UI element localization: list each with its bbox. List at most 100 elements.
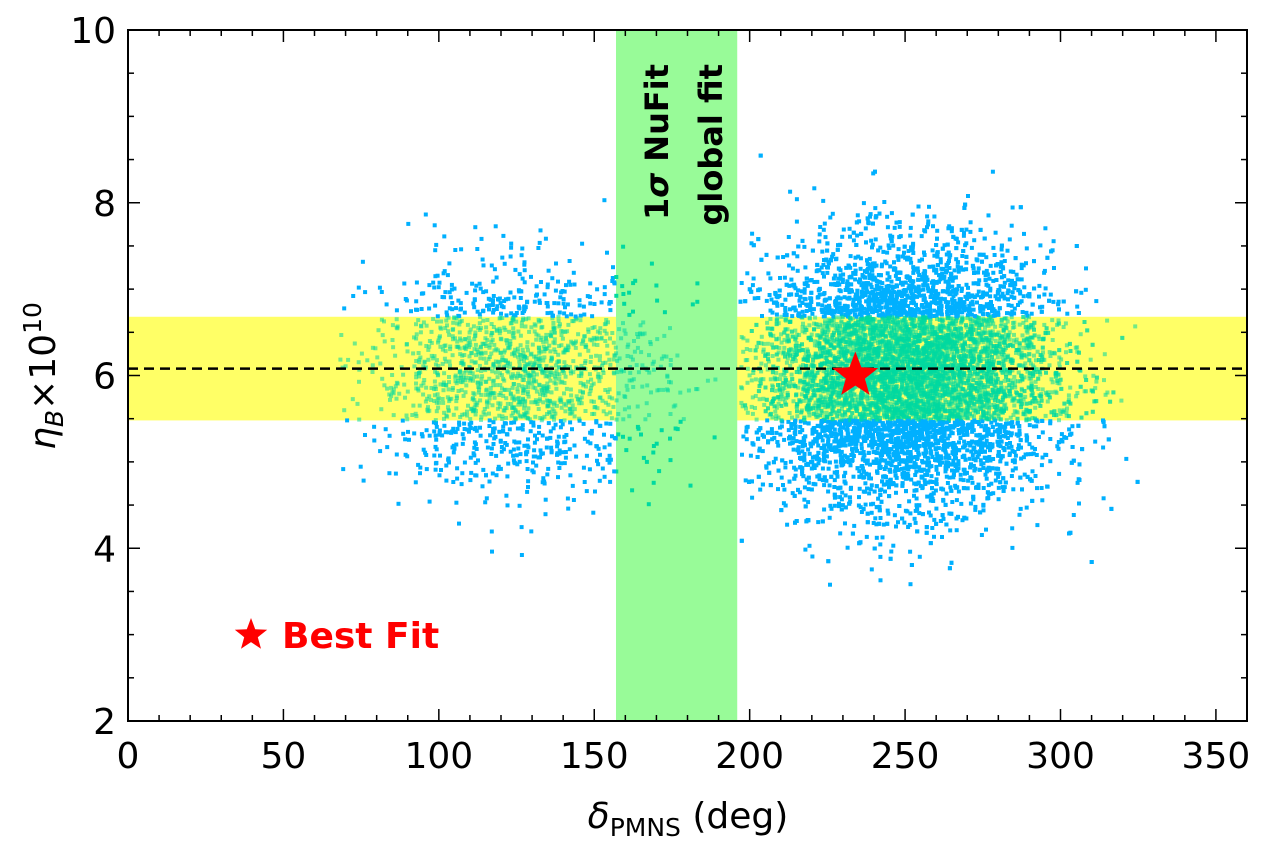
scatter-point xyxy=(934,464,939,469)
scatter-point xyxy=(783,382,788,386)
scatter-point xyxy=(827,364,832,369)
scatter-point xyxy=(878,245,883,250)
scatter-point xyxy=(970,318,975,323)
scatter-point xyxy=(913,520,918,525)
scatter-point xyxy=(821,380,826,385)
scatter-point xyxy=(885,285,889,290)
scatter-point xyxy=(820,466,825,471)
scatter-point xyxy=(940,271,945,276)
scatter-point xyxy=(935,309,940,314)
scatter-point xyxy=(975,341,980,346)
scatter-point xyxy=(922,354,927,359)
scatter-point xyxy=(739,281,744,285)
scatter-point xyxy=(822,507,827,512)
scatter-point xyxy=(904,462,909,467)
scatter-point xyxy=(917,438,922,443)
scatter-point xyxy=(1040,430,1045,435)
scatter-point xyxy=(754,417,759,422)
scatter-point xyxy=(1067,427,1072,432)
scatter-point xyxy=(1004,418,1009,423)
scatter-point xyxy=(1033,400,1038,405)
scatter-point xyxy=(855,329,860,334)
scatter-point xyxy=(999,321,1004,326)
scatter-point xyxy=(1033,405,1038,410)
scatter-point xyxy=(918,293,922,298)
scatter-point xyxy=(851,300,856,305)
scatter-point xyxy=(1033,474,1038,478)
scatter-point xyxy=(896,520,900,525)
scatter-point xyxy=(982,426,987,431)
scatter-point xyxy=(1050,327,1055,332)
scatter-point xyxy=(990,370,994,375)
scatter-point xyxy=(1047,363,1052,368)
scatter-point xyxy=(988,288,993,293)
scatter-point xyxy=(834,322,839,326)
scatter-point xyxy=(779,332,784,337)
scatter-point xyxy=(1005,394,1010,399)
scatter-point xyxy=(1056,318,1061,323)
scatter-point xyxy=(894,328,899,333)
scatter-point xyxy=(921,404,926,409)
scatter-point xyxy=(1075,391,1080,395)
scatter-point xyxy=(765,341,770,346)
scatter-point xyxy=(949,229,954,234)
scatter-point xyxy=(985,458,990,463)
scatter-point xyxy=(926,286,930,291)
scatter-point xyxy=(999,247,1004,252)
scatter-point xyxy=(996,416,1001,421)
scatter-point xyxy=(823,310,828,315)
scatter-point xyxy=(934,267,939,272)
scatter-point xyxy=(1014,340,1019,345)
scatter-point xyxy=(1051,299,1056,304)
scatter-point xyxy=(786,235,791,239)
scatter-point xyxy=(944,474,949,479)
scatter-point xyxy=(1047,350,1052,355)
scatter-point xyxy=(914,503,919,508)
scatter-point xyxy=(930,385,935,390)
scatter-point xyxy=(897,277,901,281)
scatter-point xyxy=(965,448,970,453)
scatter-point xyxy=(976,420,980,424)
scatter-point xyxy=(962,415,967,420)
scatter-point xyxy=(888,401,893,406)
scatter-point xyxy=(993,324,998,329)
scatter-point xyxy=(956,392,961,397)
scatter-point xyxy=(964,260,969,265)
scatter-point xyxy=(962,308,967,313)
scatter-point xyxy=(876,443,881,447)
scatter-point xyxy=(1063,321,1068,326)
scatter-point xyxy=(934,313,939,318)
scatter-point xyxy=(1025,369,1030,374)
scatter-point xyxy=(1024,261,1028,266)
scatter-point xyxy=(801,363,805,367)
scatter-point xyxy=(1012,325,1017,329)
scatter-point xyxy=(985,426,990,431)
scatter-point xyxy=(1036,334,1041,339)
scatter-point xyxy=(921,305,926,310)
scatter-point xyxy=(864,461,869,466)
scatter-point xyxy=(856,503,861,508)
scatter-point xyxy=(905,445,909,450)
scatter-point xyxy=(1027,442,1032,447)
scatter-point xyxy=(855,448,859,453)
scatter-point xyxy=(857,219,862,224)
scatter-point xyxy=(977,388,982,393)
scatter-point xyxy=(1052,351,1057,356)
scatter-point xyxy=(840,234,845,239)
scatter-point xyxy=(812,403,817,408)
scatter-point xyxy=(962,231,966,235)
scatter-point xyxy=(1038,305,1042,310)
scatter-point xyxy=(826,439,831,444)
scatter-point xyxy=(753,355,758,360)
scatter-point xyxy=(998,400,1003,405)
scatter-point xyxy=(810,554,815,559)
scatter-point xyxy=(890,286,895,291)
scatter-point xyxy=(845,361,850,366)
scatter-point xyxy=(1077,501,1081,506)
scatter-point xyxy=(817,239,822,244)
scatter-point xyxy=(894,490,898,495)
scatter-point xyxy=(996,453,1001,458)
scatter-point xyxy=(792,422,797,427)
scatter-point xyxy=(1024,246,1029,251)
